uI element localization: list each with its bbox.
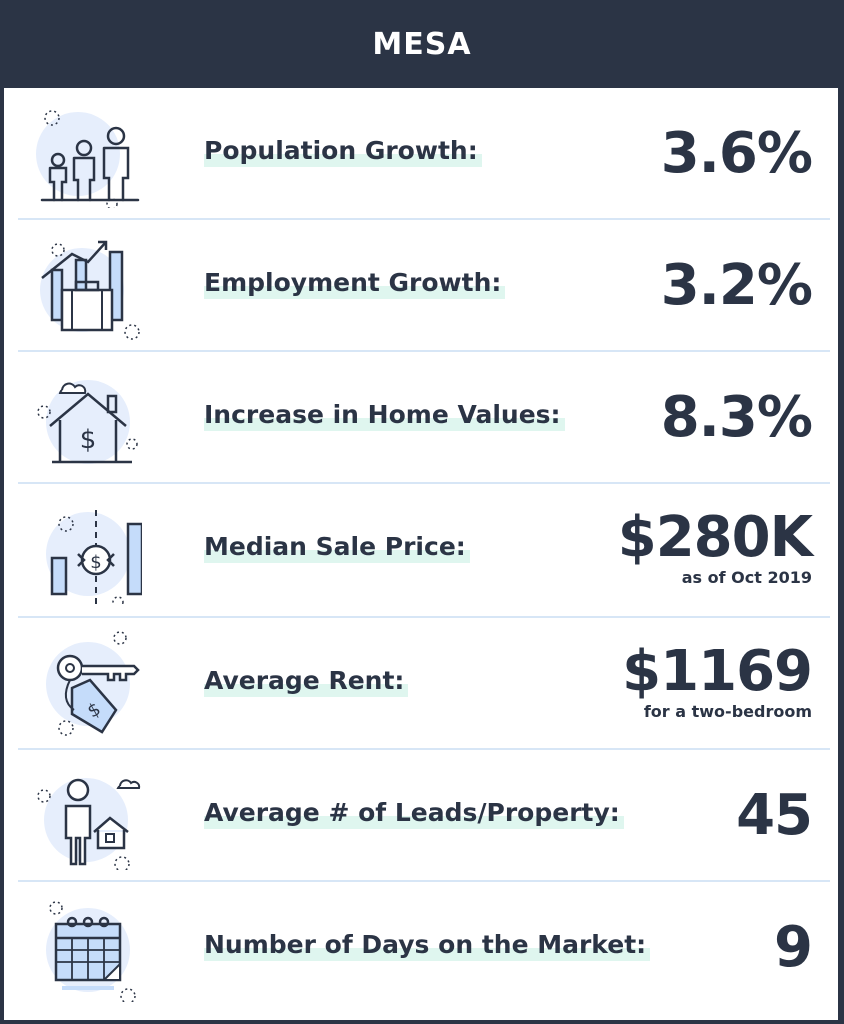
row-divider: [18, 616, 830, 618]
row-divider: [18, 218, 830, 220]
stat-value: 45: [736, 783, 813, 848]
header-title: MESA: [0, 0, 844, 88]
svg-text:$: $: [90, 552, 101, 573]
stat-note: as of Oct 2019: [681, 568, 812, 587]
stat-label: Population Growth:: [204, 136, 482, 167]
stat-value: $280K as of Oct 2019: [617, 505, 813, 588]
stat-value: 8.3%: [660, 385, 813, 450]
row-divider: [18, 748, 830, 750]
stat-row-employment: Employment Growth: 3.2%: [18, 220, 828, 352]
calendar-icon: [32, 892, 142, 1002]
row-divider: [18, 880, 830, 882]
house-dollar-icon: $: [32, 362, 142, 472]
stat-value: 3.2%: [660, 253, 813, 318]
stat-label: Median Sale Price:: [204, 532, 470, 563]
stats-panel: Population Growth: 3.6%: [4, 88, 838, 1020]
stat-label: Number of Days on the Market:: [204, 930, 651, 961]
stat-row-days-on-market: Number of Days on the Market: 9: [18, 882, 828, 1014]
stat-label: Average # of Leads/Property:: [204, 798, 624, 829]
stat-row-median-price: $ Median Sale Price: $280K as of Oct 201…: [18, 484, 828, 616]
stat-label: Average Rent:: [204, 666, 409, 697]
person-house-icon: [32, 760, 142, 870]
row-divider: [18, 350, 830, 352]
family-icon: [32, 98, 142, 208]
stat-row-population: Population Growth: 3.6%: [18, 88, 828, 220]
stat-value: $1169 for a two-bedroom: [622, 639, 813, 722]
svg-text:$: $: [80, 425, 97, 455]
row-divider: [18, 482, 830, 484]
stat-note: for a two-bedroom: [643, 702, 812, 721]
stat-label: Increase in Home Values:: [204, 400, 565, 431]
briefcase-growth-icon: [32, 230, 142, 340]
stat-row-home-values: $ Increase in Home Values: 8.3%: [18, 352, 828, 484]
stat-value: 3.6%: [660, 121, 813, 186]
stat-value: 9: [774, 915, 813, 980]
price-chart-icon: $: [32, 494, 142, 604]
stat-row-leads: Average # of Leads/Property: 45: [18, 750, 828, 882]
stat-label: Employment Growth:: [204, 268, 506, 299]
stat-row-average-rent: $ Average Rent: $1169 for a two-bedroom: [18, 618, 828, 750]
key-tag-icon: $: [32, 628, 142, 738]
